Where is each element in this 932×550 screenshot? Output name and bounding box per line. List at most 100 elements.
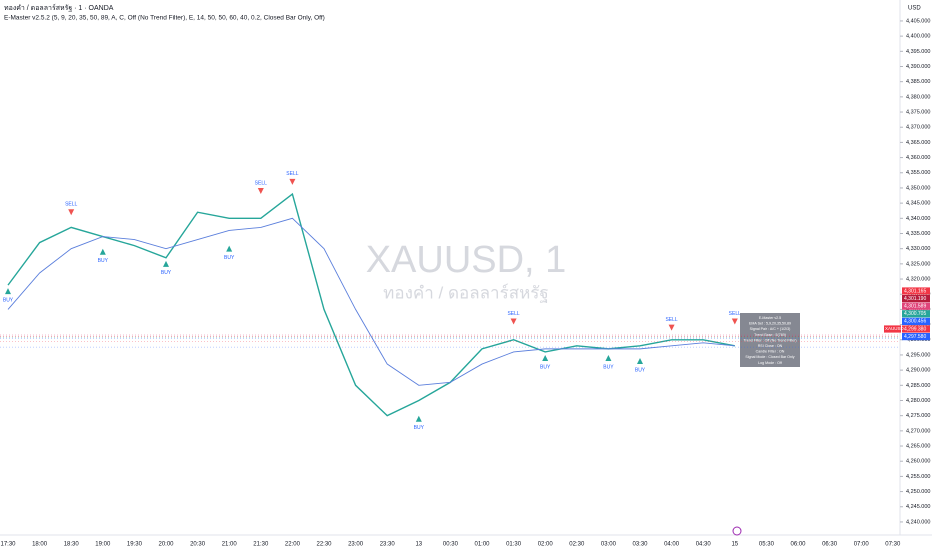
x-tick-label: 23:00 — [348, 542, 364, 548]
y-tick-label: 4,365.000 — [906, 140, 930, 146]
currency: USD — [908, 6, 921, 12]
buy-signal — [637, 358, 643, 365]
x-tick-label: 01:00 — [474, 542, 490, 548]
x-tick-label: 22:00 — [285, 542, 301, 548]
y-tick-label: 4,370.000 — [906, 125, 930, 131]
signal-label: BUY — [224, 255, 235, 261]
x-tick-label: 00:30 — [443, 542, 459, 548]
y-tick-label: 4,305.000 — [906, 322, 930, 328]
x-tick-label: 21:30 — [253, 542, 269, 548]
info-line: Log Mode : Off — [758, 361, 782, 365]
x-tick-label: 22:30 — [316, 542, 332, 548]
signal-label: BUY — [161, 270, 172, 276]
signal-label: BUY — [540, 364, 551, 370]
sell-signal — [668, 324, 675, 331]
x-tick-label: 02:30 — [569, 542, 585, 548]
x-tick-label: 03:00 — [601, 542, 617, 548]
x-tick-label: 07:30 — [885, 542, 901, 548]
y-tick-label: 4,315.000 — [906, 292, 930, 298]
x-tick-label: 03:30 — [632, 542, 648, 548]
price-tag-label: 4,300.456 — [904, 319, 926, 325]
sell-signal — [731, 318, 738, 325]
y-tick-label: 4,275.000 — [906, 413, 930, 419]
price-tag — [902, 317, 930, 325]
info-line: EMA Set : 5,9,20,35,50,89 — [749, 322, 791, 326]
signal-label: SELL — [729, 311, 741, 317]
y-tick-label: 4,350.000 — [906, 185, 930, 191]
x-tick-label: 23:30 — [380, 542, 396, 548]
signal-label: SELL — [65, 202, 77, 208]
x-tick-label: 04:30 — [696, 542, 712, 548]
y-tick-label: 4,355.000 — [906, 170, 930, 176]
signal-label: SELL — [507, 311, 519, 317]
price-tag — [902, 302, 930, 310]
y-tick-label: 4,395.000 — [906, 49, 930, 55]
y-tick-label: 4,400.000 — [906, 34, 930, 40]
y-tick-label: 4,340.000 — [906, 216, 930, 222]
x-tick-label: 15 — [731, 542, 738, 548]
x-tick-label: 17:30 — [0, 542, 16, 548]
x-tick-label: 05:30 — [759, 542, 775, 548]
y-tick-label: 4,285.000 — [906, 383, 930, 389]
y-tick-label: 4,290.000 — [906, 368, 930, 374]
y-tick-label: 4,310.000 — [906, 307, 930, 313]
event-icon — [732, 526, 742, 536]
y-tick-label: 4,390.000 — [906, 64, 930, 70]
price-tag — [902, 310, 930, 318]
y-tick-label: 4,375.000 — [906, 109, 930, 115]
buy-signal — [99, 248, 106, 255]
symbol-tag — [884, 325, 901, 333]
buy-signal — [415, 415, 422, 422]
y-tick-label: 4,360.000 — [906, 155, 930, 161]
x-tick-label: 04:00 — [664, 542, 680, 548]
info-panel-bg — [740, 313, 800, 367]
price-tag — [902, 295, 930, 303]
y-tick-label: 4,345.000 — [906, 201, 930, 207]
watermark-symbol: XAUUSD, 1 — [366, 239, 567, 281]
buy-signal — [226, 245, 233, 252]
x-tick-label: 18:30 — [64, 542, 80, 548]
price-tag-label: 4,301.190 — [904, 296, 926, 302]
sell-signal — [289, 178, 296, 185]
sell-signal — [510, 318, 517, 325]
buy-signal — [163, 260, 169, 267]
y-tick-label: 4,320.000 — [906, 276, 930, 282]
buy-signal — [542, 354, 549, 361]
x-tick-label: 06:00 — [790, 542, 806, 548]
x-tick-label: 20:00 — [158, 542, 174, 548]
y-tick-label: 4,265.000 — [906, 443, 930, 449]
signal-label: BUY — [603, 364, 614, 370]
y-tick-label: 4,380.000 — [906, 94, 930, 100]
y-tick-label: 4,255.000 — [906, 474, 930, 480]
info-line: Signal Mode : Closed Bar Only — [745, 355, 794, 359]
y-tick-label: 4,245.000 — [906, 504, 930, 510]
sell-signal — [68, 209, 75, 216]
sell-signal — [257, 187, 264, 194]
buy-signal — [605, 354, 612, 361]
price-tag-label: 4,301.589 — [904, 304, 926, 310]
y-tick-label: 4,295.000 — [906, 352, 930, 358]
buy-signal — [5, 288, 11, 295]
price-tag — [902, 333, 930, 341]
symbol-line: ทองคำ / ดอลลาร์สหรัฐ · 1 · OANDA — [4, 4, 114, 12]
info-line: E-Master v2.5 — [759, 316, 781, 320]
series-line — [7, 192, 735, 417]
price-tag-label: 4,300.705 — [904, 311, 926, 317]
info-line: Trend Filter : Off (No Trend Filter) — [743, 338, 796, 342]
x-tick-label: 19:30 — [127, 542, 143, 548]
y-tick-label: 4,270.000 — [906, 428, 930, 434]
info-line: Signal Pair : A/C + (1/2/3) — [750, 327, 791, 331]
signal-label: BUY — [98, 258, 109, 264]
x-tick-label: 01:30 — [506, 542, 522, 548]
series-line — [7, 217, 735, 386]
price-tag — [902, 325, 930, 333]
y-tick-label: 4,405.000 — [906, 18, 930, 24]
watermark-name: ทองคำ / ดอลลาร์สหรัฐ — [383, 283, 549, 303]
y-tick-label: 4,250.000 — [906, 489, 930, 495]
y-tick-label: 4,240.000 — [906, 519, 930, 525]
symbol-tag-label: XAUUSD — [885, 326, 905, 331]
x-tick-label: 07:00 — [854, 542, 870, 548]
